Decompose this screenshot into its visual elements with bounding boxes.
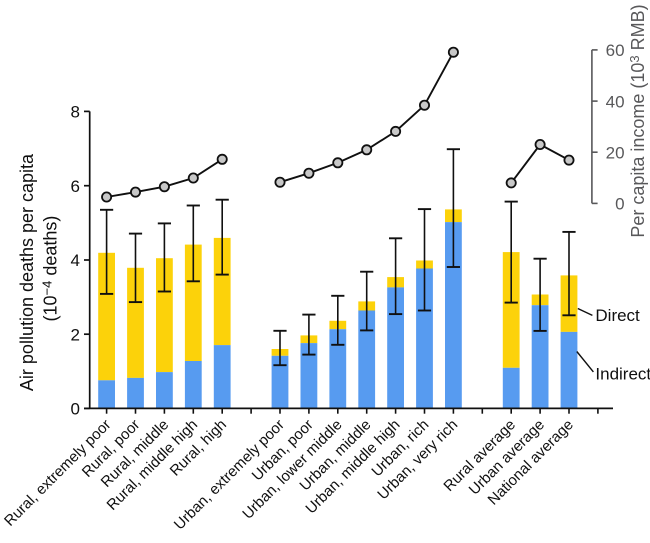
svg-text:Indirect: Indirect: [595, 365, 650, 384]
svg-text:Direct: Direct: [595, 306, 640, 325]
svg-text:0: 0: [71, 400, 80, 419]
svg-text:(10−4 deaths): (10−4 deaths): [39, 216, 60, 322]
svg-text:Per capita income (103 RMB): Per capita income (103 RMB): [627, 4, 648, 237]
svg-text:0: 0: [615, 195, 624, 214]
svg-text:6: 6: [71, 177, 80, 196]
svg-text:2: 2: [71, 325, 80, 344]
svg-text:Air pollution deaths per capit: Air pollution deaths per capita: [17, 153, 37, 391]
svg-text:20: 20: [606, 143, 625, 162]
svg-text:8: 8: [71, 103, 80, 122]
svg-text:60: 60: [606, 41, 625, 60]
svg-text:40: 40: [606, 92, 625, 111]
svg-text:4: 4: [71, 251, 80, 270]
